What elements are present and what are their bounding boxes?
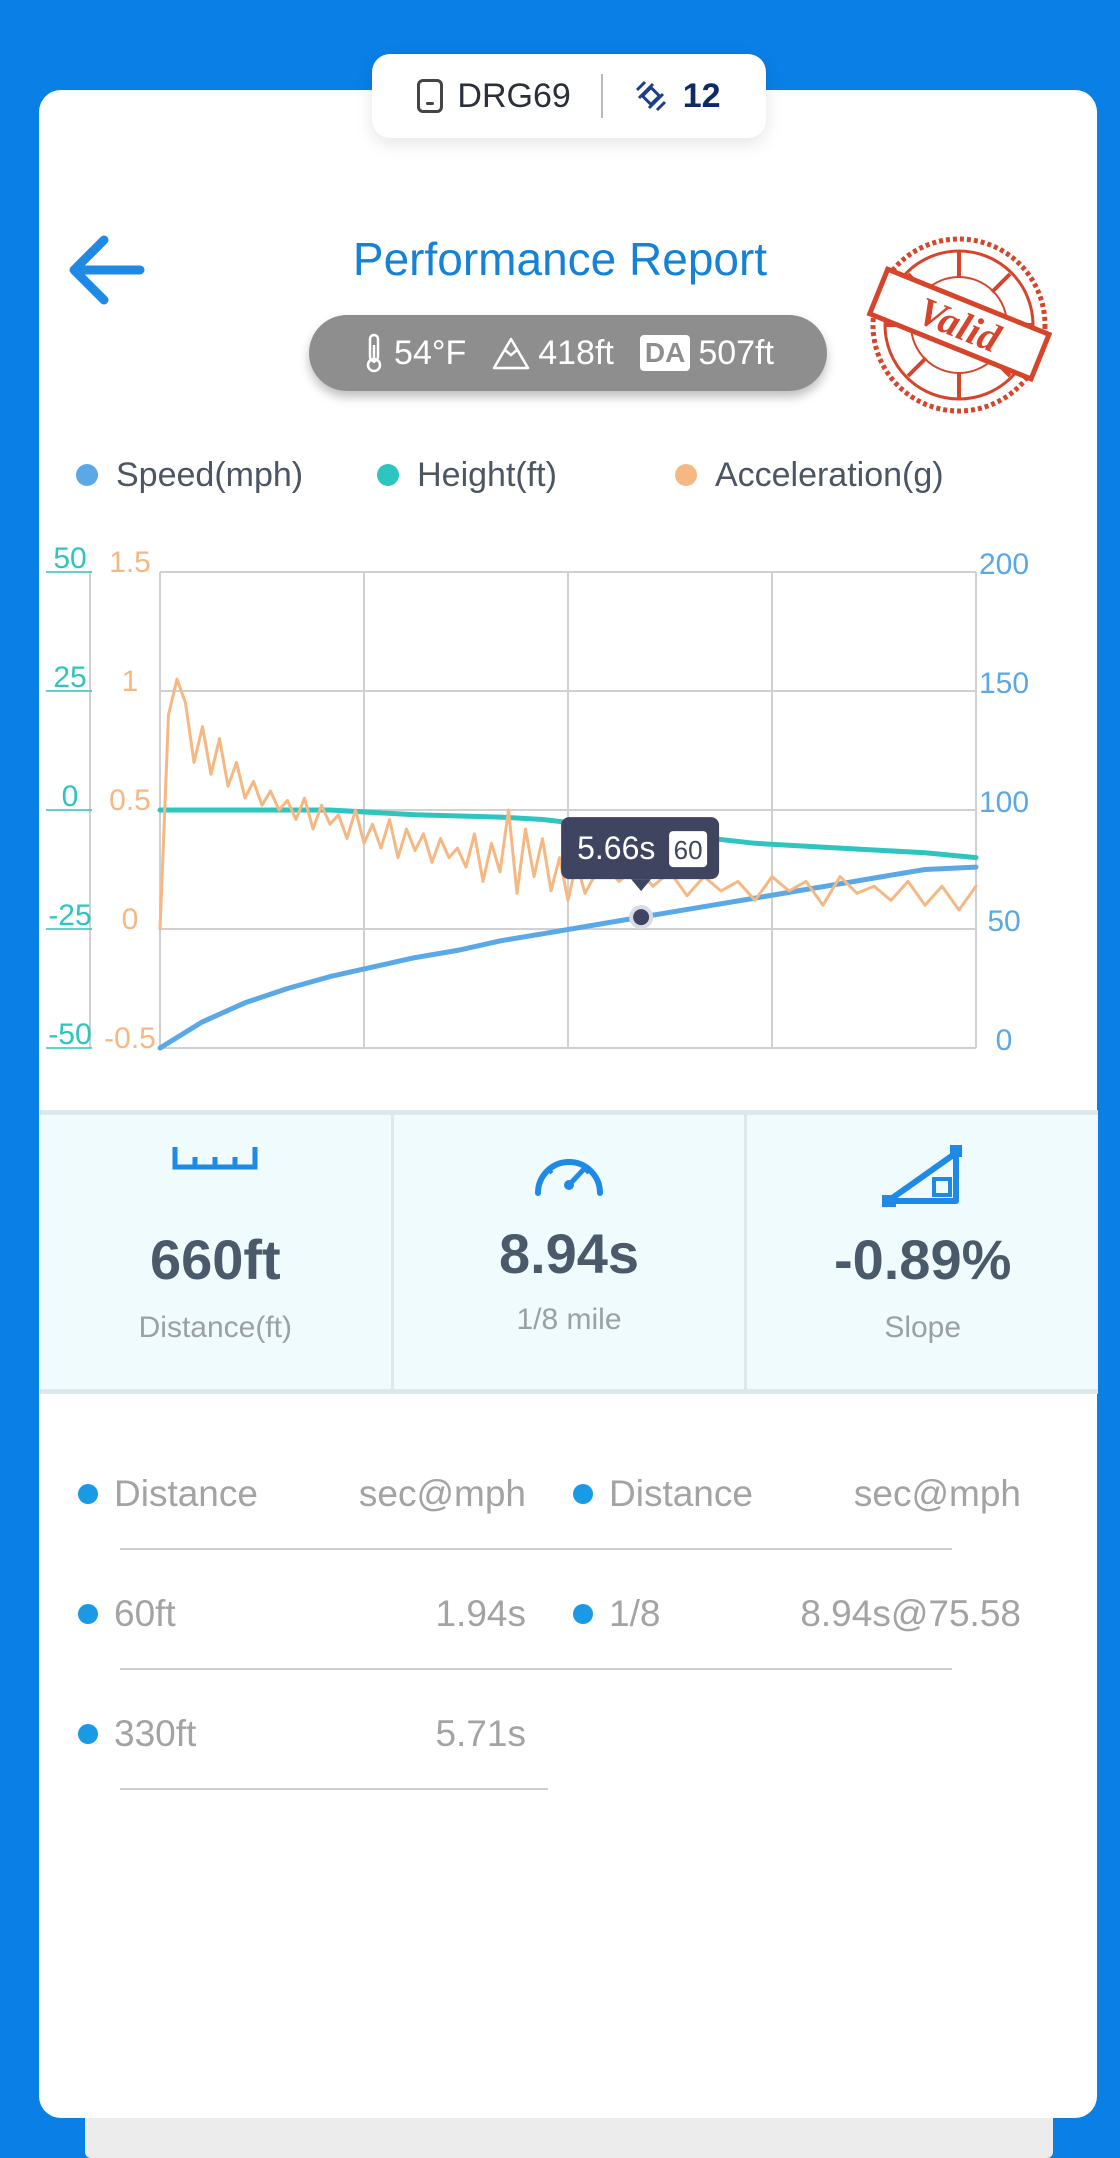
speed-line [157,864,979,1051]
speed-tick-label: 0 [996,1024,1013,1057]
header-sec-mph: sec@mph [853,1473,1021,1514]
stat-distance-value: 660ft [149,1228,281,1291]
satellite-count: 12 [682,76,721,115]
device-name: DRG69 [457,76,571,115]
altitude-value: 418ft [538,333,614,372]
density-altitude-value: 507ft [698,333,774,372]
split-time: 5.71s [435,1713,526,1754]
satellite-icon [635,80,666,112]
valid-stamp: Valid [866,236,1052,414]
stat-time: 8.94s 1/8 mile [390,1115,745,1389]
ruler-icon [172,1147,258,1170]
acceleration-line [158,677,978,931]
height-tick-label: 0 [62,780,79,813]
row-divider [120,1668,952,1670]
row-dot [573,1604,593,1624]
chart-legend: Speed(mph) Height(ft) Acceleration(g) [76,450,1036,500]
device-status-pill[interactable]: DRG69 12 [372,54,766,138]
height-tick-label: -25 [48,899,91,932]
header-distance: Distance [114,1473,258,1514]
legend-label-acceleration: Acceleration(g) [714,455,944,494]
stat-slope: -0.89% Slope [744,1115,1098,1389]
legend-item-speed[interactable]: Speed(mph) [76,456,303,495]
speedometer-icon [535,1159,603,1196]
stat-slope-label: Slope [884,1311,962,1344]
acceleration-tick-label: 0 [122,903,139,936]
acceleration-tick-label: 1 [122,665,139,698]
legend-label-speed: Speed(mph) [116,455,304,494]
row-dot [78,1604,98,1624]
row-dot [78,1724,98,1744]
stat-slope-value: -0.89% [833,1228,1012,1291]
legend-item-height[interactable]: Height(ft) [377,456,557,495]
slope-icon [881,1145,962,1207]
table-header-left: Distance sec@mph [78,1464,526,1524]
table-row[interactable]: 330ft 5.71s [78,1704,526,1764]
split-time: 8.94s@75.58 [800,1593,1021,1634]
table-row[interactable]: 1/8 8.94s@75.58 [573,1584,1021,1644]
temperature-value: 54°F [394,333,467,372]
speed-tick-label: 150 [979,667,1029,700]
legend-label-height: Height(ft) [417,455,557,494]
tooltip-pointer [631,879,652,892]
back-arrow-icon[interactable] [64,230,148,310]
height-tick-label: -50 [48,1018,91,1051]
report-card [39,90,1097,2118]
legend-item-acceleration[interactable]: Acceleration(g) [674,455,944,495]
legend-dot-height [377,464,400,486]
legend-dot-acceleration [674,464,697,486]
stat-distance-label: Distance(ft) [138,1311,293,1344]
conditions-pill: 54°F 418ft DA 507ft [309,315,827,391]
row-divider [120,1788,548,1790]
mountain-icon [492,337,530,370]
table-header-right: Distance sec@mph [573,1464,1021,1524]
stats-panel: 660ft Distance(ft) 8.94s 1/8 mile -0.89%… [40,1110,1098,1394]
header-sec-mph: sec@mph [358,1473,526,1514]
tooltip-speed: 60 [674,835,703,865]
header-distance: Distance [609,1473,753,1514]
split-distance: 1/8 [609,1593,661,1634]
height-tick-label: 50 [53,542,86,575]
header-dot [573,1484,593,1504]
height-tick-label: 25 [53,661,86,694]
background-card [85,2118,1053,2158]
speed-tick-label: 50 [987,905,1020,938]
thermometer-icon [366,333,382,373]
stat-time-label: 1/8 mile [516,1303,622,1336]
performance-chart[interactable]: 50 25 0 -25 -50 1.5 1 0.5 0 -0.5 200 150 100 50 0 5.66s… [0,520,1120,1080]
speed-tick-label: 200 [979,548,1029,581]
stat-time-value: 8.94s [498,1222,640,1285]
tooltip-speed-badge [669,831,708,868]
acceleration-tick-label: 1.5 [109,546,151,579]
acceleration-tick-label: -0.5 [104,1022,156,1055]
da-badge: DA [639,335,691,371]
split-time: 1.94s [435,1593,526,1634]
stat-distance: 660ft Distance(ft) [40,1115,391,1389]
temperature-item: 54°F [362,333,466,373]
speed-tick-label: 100 [979,786,1029,819]
table-row[interactable]: 60ft 1.94s [78,1584,526,1644]
pill-divider [600,74,603,118]
page-title: Performance Report [352,233,768,285]
altitude-item: 418ft [492,334,614,373]
header-dot [78,1484,98,1504]
device-icon [417,79,444,113]
split-distance: 330ft [114,1713,197,1754]
density-altitude-item: DA 507ft [639,333,774,373]
row-divider [120,1548,952,1550]
split-distance: 60ft [114,1593,176,1634]
tooltip-marker [633,909,650,926]
tooltip-time: 5.66s [577,830,655,866]
acceleration-tick-label: 0.5 [109,784,151,817]
legend-dot-speed [76,464,98,486]
